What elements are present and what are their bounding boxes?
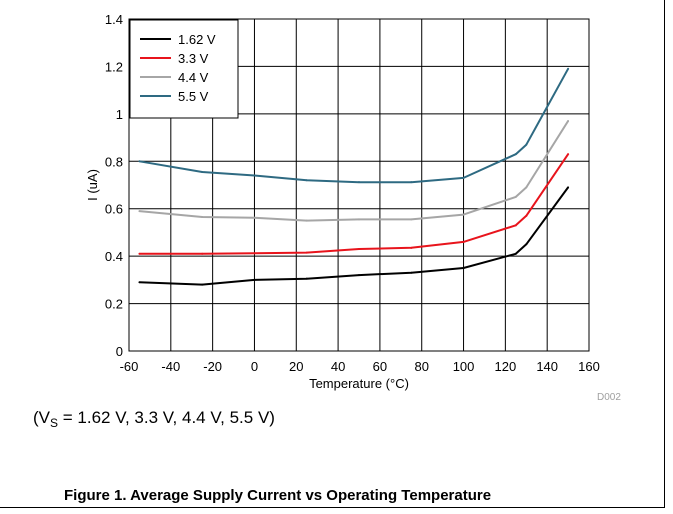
series-line [139,68,569,184]
x-tick-label: 0 [251,359,258,374]
data-point [567,119,570,122]
y-tick-label: 0.4 [105,249,123,264]
series-line [139,186,569,286]
x-tick-label: 140 [536,359,558,374]
data-point [138,252,141,255]
legend-label: 1.62 V [178,32,216,47]
supply-conditions: (VS = 1.62 V, 3.3 V, 4.4 V, 5.5 V) [33,408,275,430]
legend-label: 5.5 V [178,89,209,104]
x-tick-label: 60 [373,359,387,374]
y-tick-label: 0.2 [105,297,123,312]
data-point [253,216,256,219]
conditions-prefix: (V [33,408,50,427]
data-point [358,248,360,251]
legend-box [129,19,239,119]
figure-frame [0,0,665,508]
legend-label: 4.4 V [178,70,209,85]
conditions-values: = 1.62 V, 3.3 V, 4.4 V, 5.5 V) [58,408,275,427]
data-point [305,219,308,222]
plot-area-border [128,18,590,352]
series-line [139,120,569,222]
x-tick-label: -20 [203,359,222,374]
data-point [462,176,465,179]
x-tick-label: 120 [495,359,517,374]
data-point [358,218,360,221]
y-tick-label: 0.6 [105,202,123,217]
data-point [410,218,413,221]
data-point [253,174,256,177]
conditions-subscript: S [50,416,59,430]
data-point [567,67,570,70]
data-point [305,179,308,182]
data-point [462,240,465,243]
y-axis-title: I (uA) [85,169,100,201]
y-tick-label: 1 [116,107,123,122]
x-tick-label: 160 [578,359,600,374]
data-point [358,274,360,277]
series-line [139,153,569,255]
x-axis-title: Temperature (°C) [309,376,409,391]
x-tick-label: 20 [289,359,303,374]
data-point [201,216,204,219]
data-point [525,214,528,217]
data-point [201,283,204,286]
data-point [253,252,256,255]
data-point [253,278,256,281]
data-point [410,246,413,249]
data-point [514,224,517,227]
data-point [305,251,308,254]
x-tick-label: -40 [161,359,180,374]
x-tick-label: 40 [331,359,345,374]
data-point [358,181,360,184]
y-tick-label: 0.8 [105,154,123,169]
figure-caption: Figure 1. Average Supply Current vs Oper… [64,487,492,504]
data-point [305,277,308,280]
y-tick-label: 0 [116,344,123,359]
data-point [514,153,517,156]
data-point [525,143,528,146]
data-point [525,186,528,189]
data-point [410,271,413,274]
data-point [514,195,517,198]
figure-code: D002 [597,392,621,403]
data-point [567,153,570,156]
data-point [462,213,465,216]
data-point [462,267,465,269]
data-point [514,252,517,255]
data-point [410,181,413,184]
data-point [201,252,204,255]
y-tick-label: 1.4 [105,12,123,27]
y-tick-label: 1.2 [105,59,123,74]
x-tick-label: 80 [414,359,428,374]
data-point [138,281,141,284]
data-point [138,210,141,213]
legend-label: 3.3 V [178,51,209,66]
data-point [567,186,570,189]
data-point [138,160,141,163]
data-point [525,243,528,246]
x-tick-label: 100 [453,359,475,374]
x-tick-label: -60 [120,359,139,374]
data-point [201,170,204,173]
